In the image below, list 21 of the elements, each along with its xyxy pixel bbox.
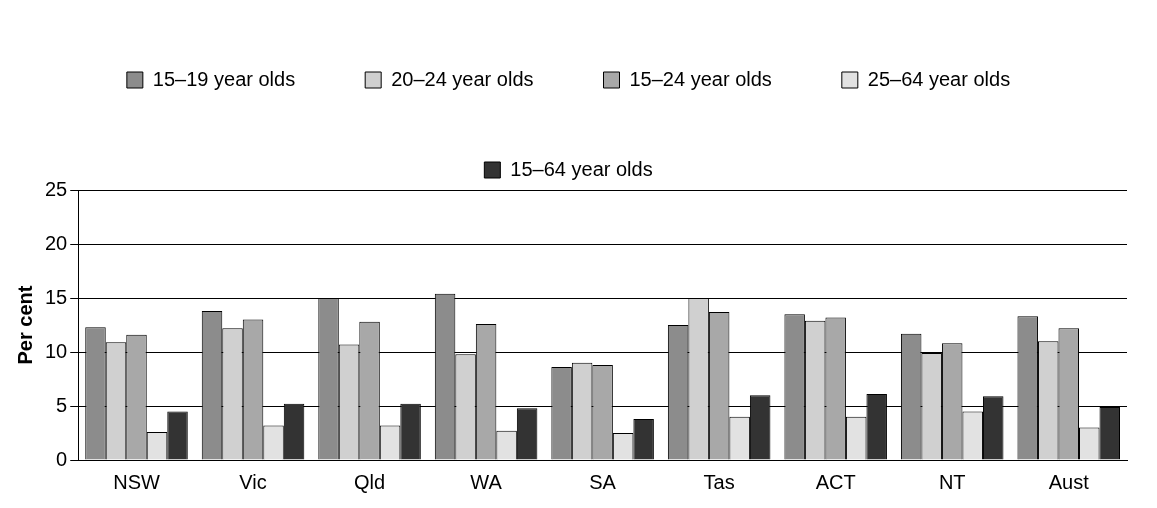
- y-tick-label: 15: [45, 285, 68, 308]
- y-tick-label: 0: [56, 447, 68, 470]
- x-tick-label: NT: [938, 470, 966, 493]
- legend-label: 15–64 year olds: [510, 157, 653, 180]
- legend-label: 15–24 year olds: [629, 67, 772, 90]
- x-tick-label: NSW: [113, 470, 160, 493]
- y-tick-label: 5: [56, 393, 68, 416]
- y-tick-label: 20: [45, 231, 68, 254]
- legend-label: 25–64 year olds: [867, 67, 1011, 90]
- x-tick-label: Vic: [239, 470, 267, 493]
- x-tick-label: SA: [589, 470, 617, 493]
- x-tick-label: Tas: [703, 470, 735, 493]
- y-axis-title: Per cent: [13, 285, 36, 365]
- y-tick-label: 10: [45, 339, 68, 362]
- x-tick-label: WA: [470, 470, 503, 493]
- x-tick-label: ACT: [815, 470, 856, 493]
- y-tick-label: 25: [45, 177, 68, 200]
- x-tick-label: Qld: [354, 470, 386, 493]
- legend-label: 20–24 year olds: [391, 67, 534, 90]
- legend-label: 15–19 year olds: [152, 67, 296, 90]
- x-tick-label: Aust: [1048, 470, 1090, 493]
